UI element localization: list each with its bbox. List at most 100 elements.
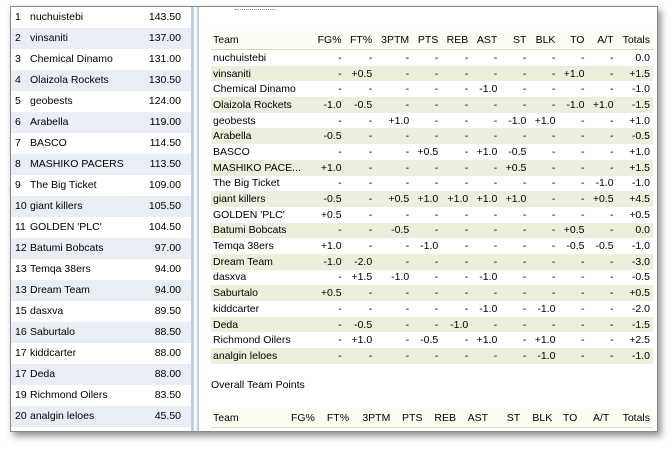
stat-cell: - [551, 145, 556, 158]
column-header[interactable]: FG% [312, 31, 345, 50]
team-name-cell: Dream Team [211, 253, 313, 270]
stat-cell: 12.0 [318, 428, 352, 431]
column-header[interactable]: PTS [412, 31, 442, 50]
stat-cell: - [529, 316, 559, 333]
stat-cell: +1.0 [587, 97, 617, 113]
standings-row[interactable]: 20 analgin leloes 45.50 [11, 406, 191, 427]
column-header[interactable]: Totals [612, 409, 653, 428]
overall-team-points-table: Team FG% FT% 3PTM PTS REB AST ST BLK TO A/T Totals … [211, 409, 653, 431]
column-header[interactable]: AST [471, 31, 501, 50]
column-header[interactable]: TO [555, 409, 581, 428]
stat-cell: +0.5 [320, 208, 342, 221]
truncated-title-fragment [235, 9, 275, 13]
stat-cell: +0.5 [587, 191, 617, 207]
standings-row[interactable]: 7 BASCO 114.50 [11, 133, 191, 154]
standings-points: 119.00 [149, 116, 181, 128]
stat-cell: - [412, 222, 442, 239]
standings-row[interactable]: 15 dasxva 89.50 [11, 301, 191, 322]
stat-cell: - [368, 51, 373, 64]
column-header[interactable]: Team [211, 409, 282, 428]
column-header[interactable]: TO [558, 31, 588, 50]
table-row: MASHIKO PACE... +1.0- - - - - +0.5- - - +1.5 [211, 159, 653, 176]
standings-points: 114.50 [149, 137, 181, 149]
column-header[interactable]: Team [211, 31, 313, 50]
stat-cell: -0.5 [631, 271, 650, 284]
standings-row[interactable]: 19 Richmond Oilers 83.50 [11, 385, 191, 406]
standings-row[interactable]: 6 Arabella 119.00 [11, 112, 191, 133]
standings-row[interactable]: 16 Saburtalo 88.50 [11, 322, 191, 343]
standings-row[interactable]: 5 geobests 124.00 [11, 91, 191, 112]
table-row: nuchuistebi - - - - - - - - - - 0.0 [211, 50, 653, 66]
stat-cell: - [558, 316, 588, 333]
stat-cell: - [312, 65, 345, 82]
column-header[interactable]: AST [458, 409, 492, 428]
standings-row[interactable]: 17 Deda 88.00 [11, 364, 191, 385]
team-name-cell: kiddcarter [213, 302, 260, 315]
stat-cell: - [558, 253, 588, 270]
standings-row[interactable]: 11 GOLDEN 'PLC' 104.50 [11, 217, 191, 238]
column-header[interactable]: REB [425, 409, 459, 428]
standings-row[interactable]: 2 vinsaniti 137.00 [11, 28, 191, 49]
stat-cell: - [500, 348, 530, 364]
stat-cell: -0.5 [312, 191, 345, 207]
standings-team-name: Dream Team [30, 284, 90, 296]
stat-cell: - [610, 208, 614, 221]
stat-cell: - [441, 65, 472, 82]
stat-cell: - [405, 145, 410, 158]
standings-row[interactable]: 4 Olaizola Rockets 130.50 [11, 70, 191, 91]
standings-row[interactable]: 8 MASHIKO PACERS 113.50 [11, 154, 191, 175]
stat-cell: -0.5 [375, 222, 413, 239]
column-header[interactable]: FG% [281, 409, 318, 428]
column-header[interactable]: Totals [616, 31, 653, 50]
standings-row[interactable]: 1 nuchuistebi 143.50 [11, 7, 191, 28]
stat-cell: - [375, 97, 413, 113]
standings-rank: 19 [15, 389, 27, 401]
stat-cell: -1.0 [537, 302, 556, 315]
standings-points: 88.00 [154, 347, 181, 359]
standings-points: 124.00 [148, 95, 181, 107]
column-header[interactable]: BLK [523, 409, 556, 428]
stat-cell: - [368, 145, 373, 158]
stat-cell: - [434, 208, 439, 221]
standings-row[interactable]: 3 Chemical Dinamo 131.00 [11, 49, 191, 70]
column-header[interactable]: 3PTM [352, 409, 394, 428]
column-header[interactable]: PTS [393, 409, 426, 428]
truncated-header-strip [199, 7, 657, 27]
stat-cell: +0.5 [558, 222, 588, 239]
column-header[interactable]: A/T [587, 31, 617, 50]
stat-cell: - [558, 348, 588, 364]
stat-cell: - [464, 208, 469, 221]
stat-cell: +1.0 [500, 191, 530, 207]
stat-cell: - [441, 222, 472, 239]
panel-splitter[interactable] [191, 7, 199, 431]
team-name-cell: giant killers [211, 191, 313, 207]
column-header[interactable]: 3PTM [375, 31, 413, 50]
standings-rank: 4 [15, 74, 21, 86]
stat-cell: -0.5 [595, 240, 614, 253]
standings-row[interactable]: 12 Batumi Bobcats 97.00 [11, 238, 191, 259]
table-row: The Big Ticket - - - - - - - - - -1.0 -1.0 [211, 176, 653, 192]
column-header[interactable]: FT% [344, 31, 376, 50]
stat-cell: - [500, 128, 530, 145]
stats-panel: Team FG% FT% 3PTM PTS REB AST ST BLK TO A/T Totals … [199, 7, 657, 431]
column-header[interactable]: REB [441, 31, 472, 50]
standings-row[interactable]: 13 Dream Team 94.00 [11, 280, 191, 301]
column-header[interactable]: A/T [580, 409, 613, 428]
stat-cell: - [405, 208, 410, 221]
standings-row[interactable]: 13 Temqa 38ers 94.00 [11, 259, 191, 280]
standings-row[interactable]: 17 kiddcarter 88.00 [11, 343, 191, 364]
table-row: BASCO - - - +0.5- +1.0 -0.5- - - +1.0 [211, 144, 653, 160]
stat-cell: - [471, 159, 501, 176]
standings-row[interactable]: 9 The Big Ticket 109.00 [11, 175, 191, 196]
stat-cell: - [529, 97, 559, 113]
standings-points: 130.50 [148, 74, 181, 86]
stat-cell: +4.5 [616, 191, 653, 207]
column-header[interactable]: FT% [317, 409, 353, 428]
stat-cell: - [375, 128, 413, 145]
column-header[interactable]: BLK [529, 31, 559, 50]
table-row: Dream Team -1.0 -2.0- - - - - - - - -3.0 [211, 253, 653, 270]
column-header[interactable]: ST [491, 409, 524, 428]
stat-cell: +0.5 [375, 191, 413, 207]
standings-row[interactable]: 10 giant killers 105.50 [11, 196, 191, 217]
column-header[interactable]: ST [500, 31, 530, 50]
